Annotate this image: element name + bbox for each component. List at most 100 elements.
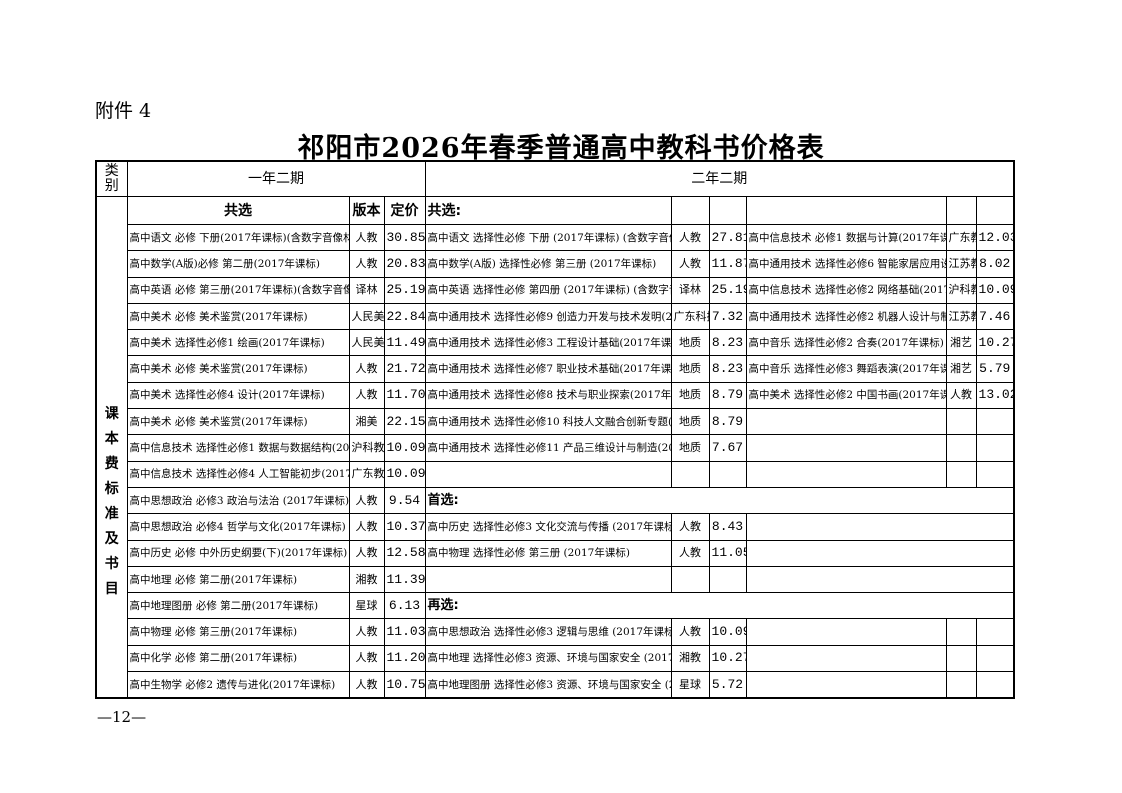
empty-cell — [975, 196, 1015, 225]
empty-cell — [708, 196, 747, 225]
term1-book-version: 人教 — [348, 486, 385, 515]
term1-book-version: 人教 — [348, 381, 385, 410]
table-row: 高中信息技术 选择性必修1 数据与数据结构(2017年课标)沪科教10.09高中… — [96, 434, 1015, 462]
term1-book-version: 人教 — [348, 671, 385, 699]
term2-second-book-price: 10.27 — [708, 644, 747, 673]
empty-cell — [945, 671, 977, 699]
term1-book-price: 22.15 — [383, 408, 426, 436]
empty-cell — [945, 434, 977, 462]
empty-cell — [745, 539, 1015, 567]
term2-common-book-price: 27.81 — [708, 223, 747, 252]
term2-extra-book-price: 10.27 — [975, 329, 1015, 357]
empty-cell — [670, 196, 710, 225]
term1-book-price: 11.70 — [383, 381, 426, 410]
empty-cell — [745, 434, 947, 462]
table-row: 高中英语 必修 第三册(2017年课标)(含数字音像材料)译林25.19高中英语… — [96, 276, 1015, 304]
term1-book-title: 高中语文 必修 下册(2017年课标)(含数字音像材料) — [126, 223, 350, 252]
term2-common-book-title: 高中通用技术 选择性必修3 工程设计基础(2017年课标) — [424, 329, 672, 357]
term2-extra-book-version: 江苏教育 — [945, 250, 977, 278]
table-row: 高中历史 必修 中外历史纲要(下)(2017年课标) 人教 12.58 高中物理 选择… — [96, 539, 1015, 567]
section-first: 首选: — [424, 486, 1015, 515]
term1-book-title: 高中美术 选择性必修1 绘画(2017年课标) — [126, 329, 350, 357]
table-row: 高中地理图册 必修 第二册(2017年课标) 星球 6.13 再选: — [96, 592, 1015, 620]
col-version-header: 版本 — [348, 196, 385, 225]
section-common: 共选: — [424, 196, 672, 225]
term1-book-price: 21.72 — [383, 355, 426, 383]
term2-common-book-title: 高中通用技术 选择性必修8 技术与职业探索(2017年课标) — [424, 381, 672, 410]
table-row: 高中地理 必修 第二册(2017年课标) 湘教 11.39 — [96, 565, 1015, 594]
term1-book-title: 高中生物学 必修2 遗传与进化(2017年课标) — [126, 671, 350, 699]
empty-cell — [745, 513, 1015, 541]
term2-extra-book-price: 5.79 — [975, 355, 1015, 383]
table-row: 高中物理 必修 第三册(2017年课标) 人教 11.03 高中思想政治 选择性必修3… — [96, 618, 1015, 646]
term1-book-version: 人民美术 — [348, 329, 385, 357]
term2-common-book-version: 广东科技 — [670, 302, 710, 331]
table-row: 高中美术 选择性必修4 设计(2017年课标) 人教 11.70 高中通用技术 选择性… — [96, 381, 1015, 410]
term2-first-book-title: 高中历史 选择性必修3 文化交流与传播 (2017年课标) — [424, 513, 672, 541]
page-number: —12— — [97, 708, 147, 726]
term1-book-title: 高中美术 选择性必修4 设计(2017年课标) — [126, 381, 350, 410]
table-row: 高中美术 必修 美术鉴赏(2017年课标) 湘美 22.15 高中通用技术 选择性必修… — [96, 408, 1015, 436]
term1-book-title: 高中物理 必修 第三册(2017年课标) — [126, 618, 350, 646]
empty-cell — [745, 196, 947, 225]
empty-cell — [708, 460, 747, 488]
empty-cell — [945, 644, 977, 673]
term2-first-book-price: 11.05 — [708, 539, 747, 567]
term1-book-title: 高中美术 必修 美术鉴赏(2017年课标) — [126, 408, 350, 436]
empty-cell — [975, 671, 1015, 699]
empty-cell — [745, 671, 947, 699]
empty-cell — [745, 644, 947, 673]
term2-common-book-title: 高中通用技术 选择性必修7 职业技术基础(2017年课标) — [424, 355, 672, 383]
term2-common-book-version: 地质 — [670, 355, 710, 383]
term2-common-book-price: 11.87 — [708, 250, 747, 278]
term1-book-price: 25.19 — [383, 276, 426, 304]
term1-book-version: 人民美术 — [348, 302, 385, 331]
term1-book-title: 高中数学(A版)必修 第二册(2017年课标) — [126, 250, 350, 278]
col-book-header: 共选 — [126, 196, 350, 225]
term2-common-book-version: 人教 — [670, 223, 710, 252]
term2-common-book-price: 8.79 — [708, 381, 747, 410]
term1-header: 一年二期 — [126, 160, 426, 197]
term2-second-book-version: 湘教 — [670, 644, 710, 673]
empty-cell — [670, 460, 710, 488]
term1-book-price: 20.83 — [383, 250, 426, 278]
empty-cell — [745, 408, 947, 436]
term2-extra-book-title: 高中美术 选择性必修2 中国书画(2017年课标) — [745, 381, 947, 410]
term2-second-book-title: 高中思想政治 选择性必修3 逻辑与思维 (2017年课标) — [424, 618, 672, 646]
category-cell: 课本费标准及书目 — [95, 196, 128, 699]
table-row: 高中数学(A版)必修 第二册(2017年课标) 人教 20.83 高中数学(A版) 选… — [96, 250, 1015, 278]
term1-book-version: 人教 — [348, 223, 385, 252]
empty-cell — [975, 460, 1015, 488]
term1-book-version: 湘美 — [348, 408, 385, 436]
table-row: 高中生物学 必修2 遗传与进化(2017年课标) 人教 10.75 高中地理图册 选择… — [96, 671, 1015, 699]
term2-common-book-price: 25.19 — [708, 276, 747, 304]
term1-book-price: 9.54 — [383, 486, 426, 515]
term1-book-price: 10.09 — [383, 460, 426, 488]
term1-book-version: 译林 — [348, 276, 385, 304]
term2-extra-book-title: 高中音乐 选择性必修3 舞蹈表演(2017年课标) — [745, 355, 947, 383]
empty-cell — [670, 565, 710, 594]
empty-cell — [945, 408, 977, 436]
term2-common-book-version: 译林 — [670, 276, 710, 304]
term1-book-title: 高中美术 必修 美术鉴赏(2017年课标) — [126, 355, 350, 383]
term2-common-book-version: 人教 — [670, 250, 710, 278]
empty-cell — [975, 434, 1015, 462]
term2-second-book-price: 10.09 — [708, 618, 747, 646]
term1-book-price: 30.85 — [383, 223, 426, 252]
term1-book-price: 10.09 — [383, 434, 426, 462]
term2-extra-book-price: 7.46 — [975, 302, 1015, 331]
term1-book-title: 高中思想政治 必修3 政治与法治 (2017年课标) — [126, 486, 350, 515]
term2-common-book-title: 高中英语 选择性必修 第四册 (2017年课标) (含数字音像材料) — [424, 276, 672, 304]
term2-extra-book-price: 8.02 — [975, 250, 1015, 278]
table-row: 高中美术 必修 美术鉴赏(2017年课标) 人教 21.72 高中通用技术 选择性必修… — [96, 355, 1015, 383]
term1-book-price: 11.49 — [383, 329, 426, 357]
term2-common-book-title: 高中通用技术 选择性必修11 产品三维设计与制造(2017年课标) — [424, 434, 672, 462]
term2-extra-book-title: 高中信息技术 必修1 数据与计算(2017年课标) — [745, 223, 947, 252]
term1-book-title: 高中信息技术 选择性必修4 人工智能初步(2017年课标) — [126, 460, 350, 488]
empty-cell — [745, 618, 947, 646]
term2-second-book-price: 5.72 — [708, 671, 747, 699]
term2-first-book-version: 人教 — [670, 539, 710, 567]
section-second: 再选: — [424, 592, 1015, 620]
term1-book-version: 人教 — [348, 539, 385, 567]
